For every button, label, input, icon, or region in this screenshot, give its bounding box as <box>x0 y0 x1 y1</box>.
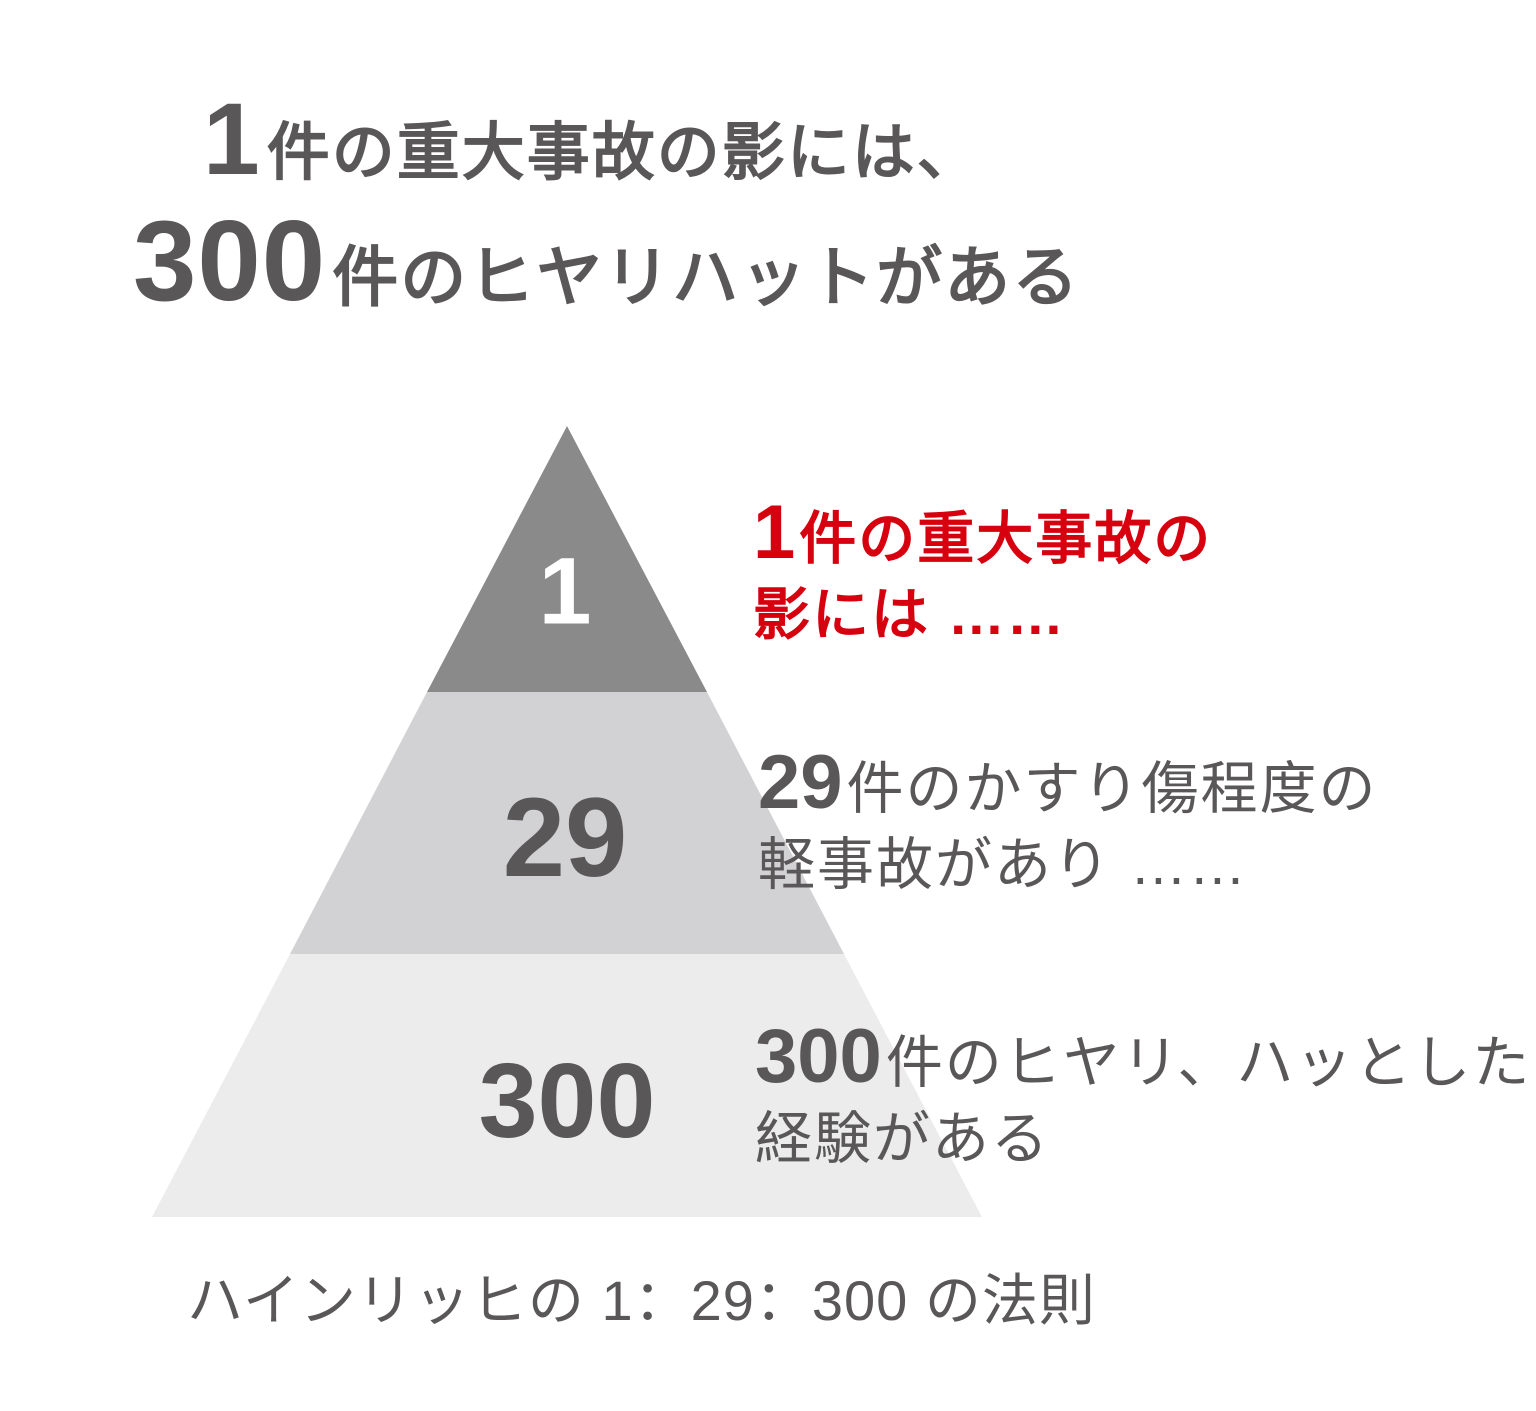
tier-1-annotation-number: 1 <box>753 490 796 575</box>
tier-2-annotation-line1-text: 件のかすり傷程度の <box>846 757 1378 821</box>
tier-1-annotation-line1-text: 件の重大事故の <box>799 507 1213 571</box>
pyramid-tier-3-shape <box>152 954 982 1217</box>
title-line1-text: 件の重大事故の影には、 <box>266 118 982 188</box>
pyramid-tier-1-number: 1 <box>538 538 592 645</box>
tier-1-annotation-line2: 影には …… <box>753 583 1066 647</box>
tier-2-annotation-number: 29 <box>758 740 843 825</box>
title-line2-text: 件のヒヤリハットがある <box>332 240 1081 314</box>
title-line2-number: 300 <box>133 198 327 325</box>
tier-3-annotation: 300 件のヒヤリ、ハッとした 経験がある <box>755 1016 1531 1180</box>
tier-2-annotation-line2: 軽事故があり …… <box>758 833 1248 897</box>
page-title-line1: 1 件の重大事故の影には、 <box>203 88 982 193</box>
title-line1-number: 1 <box>203 82 261 196</box>
pyramid-tier-1-shape <box>427 426 707 692</box>
tier-2-annotation-line1: 29 件のかすり傷程度の <box>758 742 1378 824</box>
page-title-line2: 300 件のヒヤリハットがある <box>133 205 1080 320</box>
tier-1-annotation: 1 件の重大事故の 影には …… <box>753 492 1212 656</box>
pyramid-diagram <box>152 426 982 1217</box>
pyramid-tier-3-number: 300 <box>478 1042 656 1160</box>
tier-3-annotation-line1-text: 件のヒヤリ、ハッとした <box>885 1031 1532 1095</box>
tier-3-annotation-line2: 経験がある <box>755 1107 1050 1171</box>
tier-2-annotation: 29 件のかすり傷程度の 軽事故があり …… <box>758 742 1378 906</box>
tier-3-annotation-line1: 300 件のヒヤリ、ハッとした <box>755 1016 1531 1098</box>
pyramid-tier-2-shape <box>290 692 844 954</box>
pyramid-tier-2-number: 29 <box>502 775 628 900</box>
tier-3-annotation-number: 300 <box>755 1014 882 1099</box>
caption: ハインリッヒの 1：29：300 の法則 <box>187 1269 1096 1332</box>
tier-1-annotation-line1: 1 件の重大事故の <box>753 492 1212 574</box>
